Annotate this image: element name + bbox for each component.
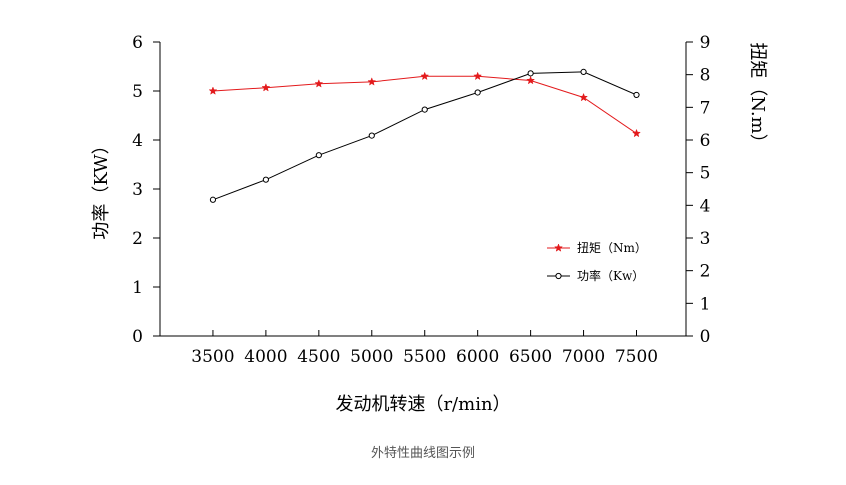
x-tick-label: 7000: [562, 347, 605, 367]
x-tick-label: 4000: [244, 347, 287, 367]
engine-curve-chart: 3500 4000 4500 5000 5500 6000 6500 7000 7500 0 1 2…: [91, 33, 768, 415]
x-tick-label: 5500: [403, 347, 446, 367]
power-data-point: [580, 68, 587, 75]
torque-data-point: [261, 83, 271, 92]
power-data-point: [421, 106, 428, 113]
torque-data-point: [473, 71, 483, 81]
power-data-point: [209, 196, 217, 203]
left-y-tick-label: 2: [132, 229, 143, 249]
right-y-tick-label: 7: [700, 98, 711, 118]
x-tick-label: 4500: [297, 347, 340, 367]
torque-data-point: [579, 92, 589, 102]
torque-series-line: [212, 75, 637, 134]
x-ticks: 3500 4000 4500 5000 5500 6000 6500 7000 7500: [191, 330, 658, 367]
torque-data-point: [208, 86, 218, 95]
right-axis-title: 扭矩（N.m）: [747, 42, 768, 151]
right-y-tick-label: 3: [700, 229, 711, 249]
power-series-line: [212, 71, 637, 201]
right-y-tick-label: 1: [700, 294, 711, 314]
x-tick-label: 7500: [615, 347, 658, 367]
x-axis-title: 发动机转速（r/min）: [335, 394, 510, 415]
x-tick-label: 3500: [191, 347, 234, 367]
torque-data-point: [420, 71, 430, 81]
right-y-tick-label: 0: [700, 327, 711, 347]
power-data-point: [633, 91, 640, 99]
legend-power-label: 功率（Kw）: [577, 268, 644, 283]
left-y-tick-label: 0: [132, 327, 143, 347]
left-y-tick-label: 4: [132, 131, 143, 151]
legend-torque-label: 扭矩（Nm）: [577, 241, 647, 255]
legend: 扭矩（Nm） 功率（Kw）: [547, 241, 647, 283]
power-data-point: [315, 152, 322, 159]
power-data-point: [527, 70, 534, 77]
right-y-tick-label: 8: [700, 66, 711, 86]
left-y-tick-label: 5: [132, 82, 143, 102]
left-axis-title: 功率（KW）: [91, 136, 112, 239]
figure-caption: 外特性曲线图示例: [370, 446, 475, 461]
x-tick-label: 6500: [509, 347, 552, 367]
torque-data-point: [526, 75, 536, 85]
right-y-tick-label: 6: [700, 131, 711, 151]
series-layer: [208, 68, 641, 203]
power-data-point: [262, 176, 269, 183]
power-data-point: [474, 89, 481, 96]
legend-power-marker: [555, 272, 562, 280]
axes-frame: [159, 42, 687, 337]
x-tick-label: 6000: [456, 347, 499, 367]
right-y-tick-label: 4: [700, 196, 711, 216]
right-y-tick-label: 5: [700, 164, 711, 184]
left-y-tick-label: 6: [132, 33, 143, 53]
x-tick-label: 5000: [350, 347, 393, 367]
right-y-tick-label: 2: [700, 262, 711, 282]
legend-torque-marker: [554, 243, 563, 252]
right-y-ticks: 0 1 2 3 4 5 6 7 8 9: [686, 33, 710, 347]
left-y-ticks: 0 1 2 3 4 5 6: [132, 33, 160, 347]
torque-data-point: [367, 77, 377, 86]
power-data-point: [368, 132, 375, 139]
left-y-tick-label: 1: [132, 278, 143, 298]
right-y-tick-label: 9: [700, 33, 711, 53]
left-y-tick-label: 3: [132, 180, 143, 200]
torque-data-point: [632, 128, 641, 138]
torque-data-point: [314, 79, 324, 88]
